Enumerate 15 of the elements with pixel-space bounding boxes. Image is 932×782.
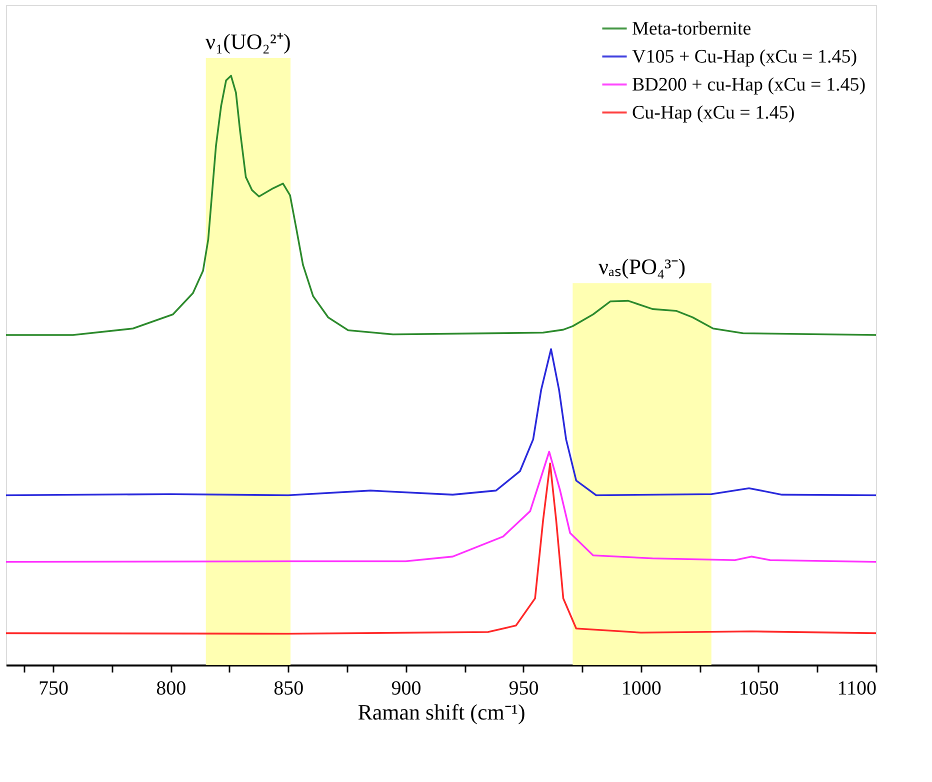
x-tick-label: 1100 (837, 678, 876, 700)
x-tick-label: 850 (274, 678, 304, 700)
x-tick-label: 800 (156, 678, 186, 700)
legend-label: V105 + Cu-Hap (xCu = 1.45) (632, 46, 858, 68)
legend-label: Cu-Hap (xCu = 1.45) (632, 102, 795, 124)
x-tick-label: 950 (508, 678, 539, 700)
band-label: ν₁(UO₂²⁺) (206, 29, 291, 54)
x-tick-label: 750 (38, 678, 69, 700)
x-tick-label: 1000 (621, 678, 662, 700)
x-tick-label: 900 (391, 678, 422, 700)
x-axis-title: Raman shift (cm⁻¹) (358, 700, 526, 724)
legend-label: Meta-torbernite (632, 18, 752, 40)
x-tick-label: 1050 (738, 678, 779, 700)
legend-label: BD200 + cu-Hap (xCu = 1.45) (632, 74, 866, 96)
band-label: νₐₛ(PO₄³⁻) (598, 254, 686, 280)
